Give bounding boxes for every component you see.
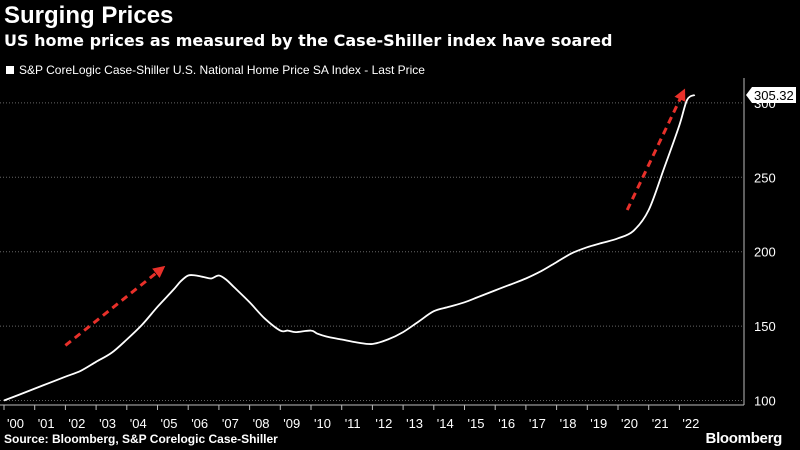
x-tick-label: '07 (222, 416, 239, 431)
x-tick-label: '22 (682, 416, 699, 431)
legend-label: S&P CoreLogic Case-Shiller U.S. National… (19, 63, 425, 77)
y-tick-label: 100 (754, 394, 776, 409)
x-tick-label: '05 (161, 416, 178, 431)
x-tick-label: '09 (283, 416, 300, 431)
source-note: Source: Bloomberg, S&P Corelogic Case-Sh… (4, 432, 278, 446)
series-line (3, 94, 696, 402)
chart-title: Surging Prices (4, 2, 174, 29)
y-tick-label: 250 (754, 170, 776, 185)
x-tick-label: '10 (314, 416, 331, 431)
x-tick-label: '11 (345, 416, 361, 431)
last-value-tag: 305.32 (746, 86, 796, 103)
x-tick-label: '19 (590, 416, 607, 431)
bloomberg-logo: Bloomberg (705, 430, 783, 447)
legend-swatch (6, 66, 14, 74)
x-tick-label: '06 (191, 416, 208, 431)
trend-arrow (625, 88, 686, 211)
x-tick-label: '04 (130, 416, 147, 431)
legend: S&P CoreLogic Case-Shiller U.S. National… (6, 63, 425, 77)
x-tick-label: '16 (498, 416, 515, 431)
x-tick-label: '12 (375, 416, 392, 431)
x-tick-label: '02 (68, 416, 85, 431)
x-tick-label: '21 (652, 416, 669, 431)
x-tick-label: '20 (621, 416, 638, 431)
x-tick-label: '00 (7, 416, 24, 431)
x-tick-label: '15 (468, 416, 485, 431)
trend-arrow (64, 265, 166, 347)
chart-subtitle: US home prices as measured by the Case-S… (4, 31, 613, 50)
x-tick-label: '18 (560, 416, 577, 431)
y-tick-label: 150 (754, 319, 776, 334)
x-tick-label: '17 (529, 416, 546, 431)
x-tick-label: '03 (99, 416, 116, 431)
x-tick-label: '13 (406, 416, 423, 431)
last-value-label: 305.32 (754, 88, 794, 103)
x-tick-label: '01 (38, 416, 55, 431)
x-tick-label: '14 (437, 416, 454, 431)
x-tick-label: '08 (253, 416, 270, 431)
y-tick-label: 200 (754, 245, 776, 260)
